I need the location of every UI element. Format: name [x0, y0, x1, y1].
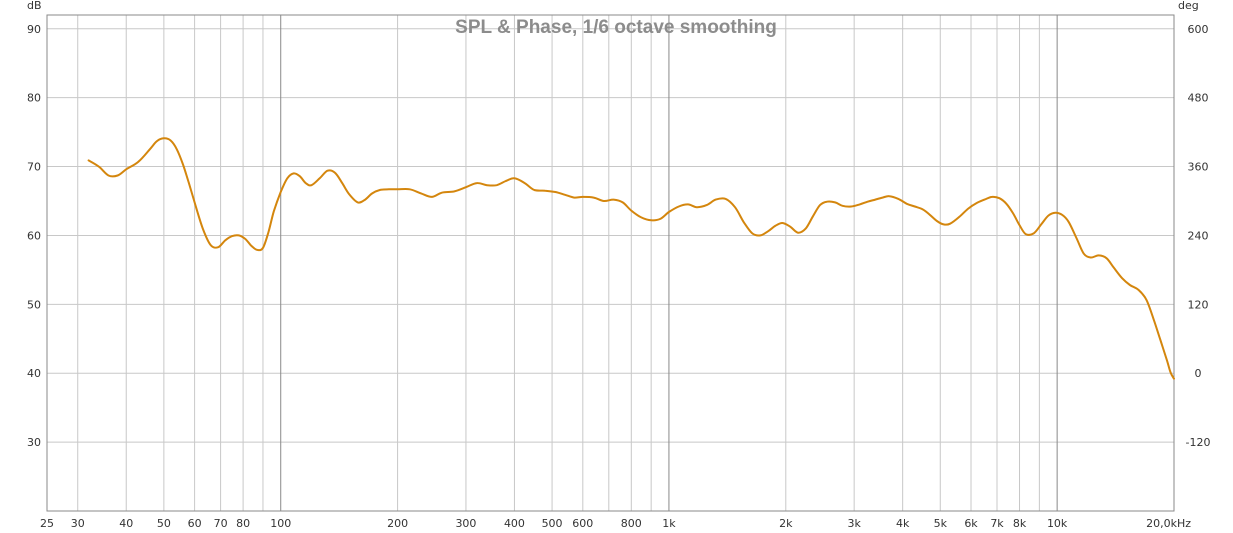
y2-tick-label: 0	[1195, 367, 1202, 380]
series-layer	[87, 137, 1175, 380]
y-unit-right: deg	[1178, 0, 1199, 12]
y-unit-left: dB	[27, 0, 42, 12]
x-tick-label: 6k	[964, 517, 978, 530]
x-tick-label: 5k	[934, 517, 948, 530]
x-tick-label: 60	[188, 517, 202, 530]
x-tick-label: 2k	[779, 517, 793, 530]
y2-tick-label: -120	[1186, 436, 1211, 449]
x-tick-label: 50	[157, 517, 171, 530]
grid-lines	[47, 15, 1174, 511]
spl-curve	[87, 137, 1175, 380]
x-tick-label: 600	[572, 517, 593, 530]
y-tick-label: 70	[27, 161, 41, 174]
y2-tick-label: 480	[1188, 92, 1209, 105]
x-tick-label: 20,0kHz	[1146, 517, 1191, 530]
x-tick-label: 400	[504, 517, 525, 530]
x-tick-label: 10k	[1047, 517, 1068, 530]
x-tick-label: 4k	[896, 517, 910, 530]
x-tick-label: 70	[214, 517, 228, 530]
x-tick-label: 40	[119, 517, 133, 530]
x-tick-label: 8k	[1013, 517, 1027, 530]
y-tick-label: 40	[27, 367, 41, 380]
x-tick-label: 200	[387, 517, 408, 530]
x-tick-label: 1k	[662, 517, 676, 530]
x-tick-label: 800	[621, 517, 642, 530]
y2-tick-label: 600	[1188, 23, 1209, 36]
plot-frame	[46, 14, 1175, 512]
x-tick-label: 500	[542, 517, 563, 530]
x-tick-label: 25	[40, 517, 54, 530]
y-tick-label: 80	[27, 92, 41, 105]
x-tick-label: 3k	[847, 517, 861, 530]
tick-labels: 25 30 40 50 60 70 80 100 200 300 400 500 600 800 1k 2k 3…	[27, 23, 1210, 530]
x-tick-label: 80	[236, 517, 250, 530]
y2-tick-label: 360	[1188, 161, 1209, 174]
y-tick-label: 30	[27, 436, 41, 449]
x-tick-label: 100	[270, 517, 291, 530]
y-tick-label: 90	[27, 23, 41, 36]
x-tick-label: 300	[455, 517, 476, 530]
y2-tick-label: 120	[1188, 298, 1209, 311]
chart-title: SPL & Phase, 1/6 octave smoothing	[455, 17, 777, 38]
x-tick-label: 30	[71, 517, 85, 530]
y-tick-label: 50	[27, 298, 41, 311]
y-tick-label: 60	[27, 229, 41, 242]
x-tick-label: 7k	[990, 517, 1004, 530]
y2-tick-label: 240	[1188, 229, 1209, 242]
